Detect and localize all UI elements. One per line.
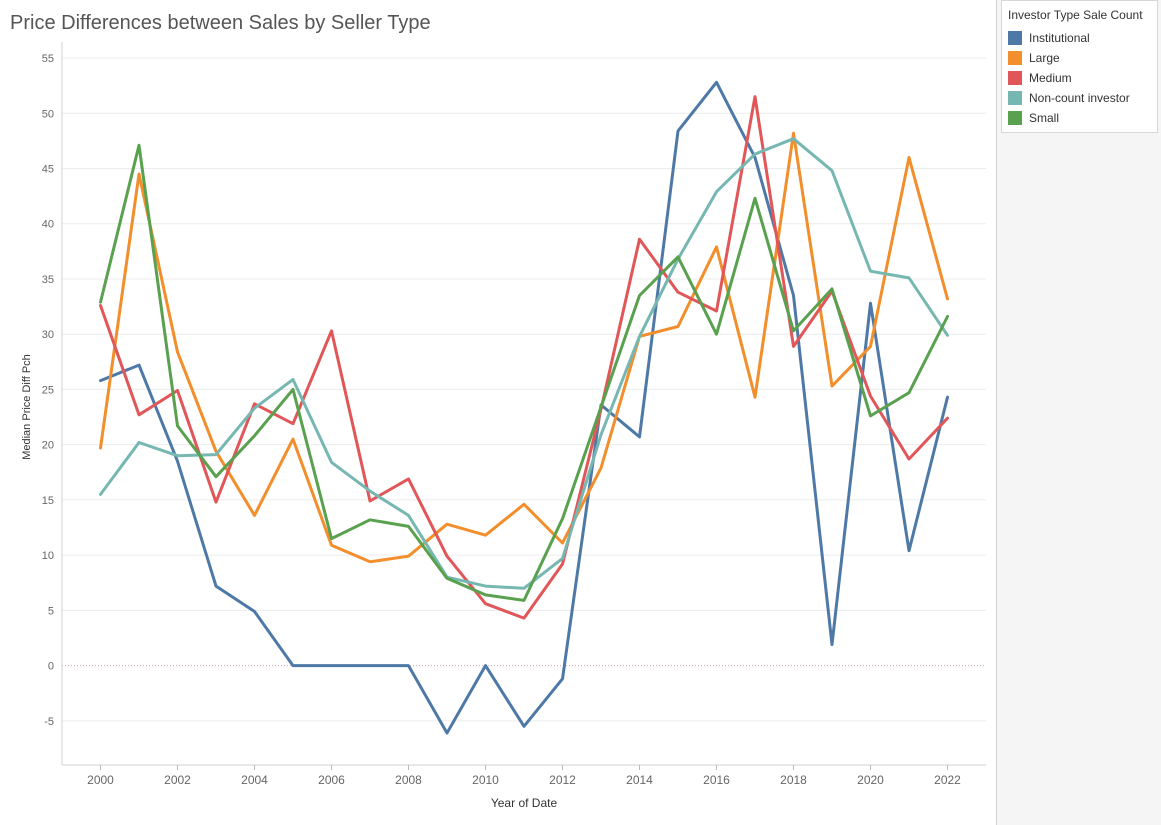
y-tick-label: 25 <box>42 384 54 396</box>
chart-area: Price Differences between Sales by Selle… <box>10 12 986 810</box>
legend-title: Investor Type Sale Count <box>1008 8 1143 22</box>
legend-label: Small <box>1029 111 1060 125</box>
y-tick-label: 15 <box>42 495 54 507</box>
legend-label: Non-count investor <box>1029 91 1130 105</box>
series-line-medium[interactable] <box>99 95 949 620</box>
series-line-large[interactable] <box>99 131 949 564</box>
legend: Investor Type Sale Count Institutional La… <box>1001 0 1158 133</box>
x-tick-label: 2002 <box>164 773 191 787</box>
y-tick-label: 50 <box>42 108 54 120</box>
y-tick-label: 55 <box>42 53 54 65</box>
x-tick-label: 2012 <box>549 773 576 787</box>
chart-title: Price Differences between Sales by Selle… <box>10 12 431 34</box>
y-tick-label: 20 <box>42 440 54 452</box>
x-tick-label: 2006 <box>318 773 345 787</box>
legend-item-non-count-investor[interactable]: Non-count investor <box>1002 88 1157 108</box>
y-tick-label: 40 <box>42 219 54 231</box>
legend-swatch <box>1008 91 1022 105</box>
x-tick-label: 2000 <box>87 773 114 787</box>
x-tick-label: 2010 <box>472 773 499 787</box>
x-tick-label: 2016 <box>703 773 730 787</box>
legend-label: Large <box>1029 51 1060 65</box>
y-tick-label: 0 <box>48 661 54 673</box>
y-tick-label: 45 <box>42 164 54 176</box>
legend-swatch <box>1008 111 1022 125</box>
series-line-non-count-investor[interactable] <box>99 137 949 590</box>
legend-item-medium[interactable]: Medium <box>1002 68 1157 88</box>
x-tick-label: 2018 <box>780 773 807 787</box>
legend-pane: Investor Type Sale Count Institutional La… <box>996 0 1161 825</box>
x-axis-label: Year of Date <box>491 796 558 810</box>
x-tick-label: 2008 <box>395 773 422 787</box>
series-line-small[interactable] <box>99 143 949 602</box>
y-tick-label: 30 <box>42 329 54 341</box>
x-tick-label: 2020 <box>857 773 884 787</box>
legend-label: Institutional <box>1029 31 1090 45</box>
y-tick-label: -5 <box>44 716 54 728</box>
legend-swatch <box>1008 71 1022 85</box>
x-tick-label: 2014 <box>626 773 653 787</box>
legend-swatch <box>1008 31 1022 45</box>
y-tick-label: 10 <box>42 550 54 562</box>
line-chart: -5 0 5 10 15 20 25 30 35 40 45 50 55 2000 2002 2004 2006… <box>21 42 986 810</box>
series-line-institutional[interactable] <box>99 80 949 735</box>
legend-item-large[interactable]: Large <box>1002 48 1157 68</box>
y-tick-label: 35 <box>42 274 54 286</box>
x-tick-label: 2022 <box>934 773 961 787</box>
legend-item-small[interactable]: Small <box>1002 108 1157 128</box>
legend-label: Medium <box>1029 71 1072 85</box>
x-tick-label: 2004 <box>241 773 268 787</box>
y-axis-label: Median Price Diff Pch <box>21 354 33 460</box>
legend-swatch <box>1008 51 1022 65</box>
legend-item-institutional[interactable]: Institutional <box>1002 28 1157 48</box>
y-tick-label: 5 <box>48 605 54 617</box>
